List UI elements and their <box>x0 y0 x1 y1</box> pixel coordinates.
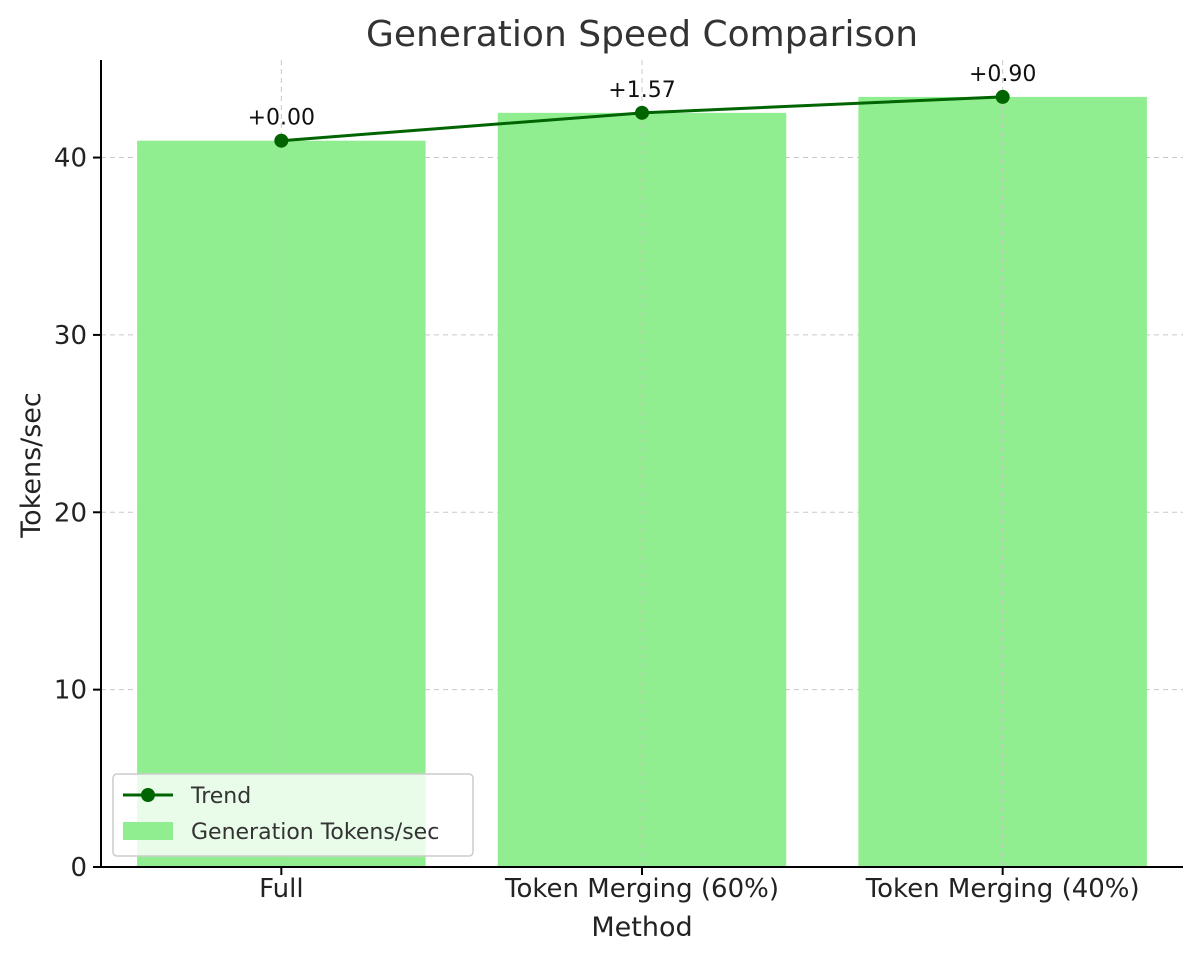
x-tick-label: Token Merging (60%) <box>504 874 779 904</box>
x-tick-label: Full <box>259 874 303 904</box>
chart-title: Generation Speed Comparison <box>366 14 918 55</box>
legend-box <box>112 773 474 857</box>
trend-point <box>995 89 1010 104</box>
y-tick-label: 40 <box>54 144 87 174</box>
axis-layer: 0 10 20 30 40 Full Token Merging (60%) Token Me… <box>54 60 1183 904</box>
legend-trend-marker <box>141 788 155 802</box>
y-tick-label: 0 <box>70 853 87 883</box>
trend-line-layer <box>274 89 1010 148</box>
trend-point <box>274 133 289 148</box>
x-axis-label: Method <box>591 912 692 943</box>
bar <box>497 112 787 867</box>
delta-label: +1.57 <box>608 78 675 103</box>
bar-layer <box>137 96 1147 868</box>
delta-label: +0.00 <box>248 106 315 131</box>
legend: Trend Generation Tokens/sec <box>112 773 474 857</box>
legend-label-trend: Trend <box>190 784 251 809</box>
x-tick-label: Token Merging (40%) <box>865 874 1140 904</box>
data-label-layer: +0.00 +1.57 +0.90 <box>248 62 1037 131</box>
y-tick-label: 20 <box>54 498 87 528</box>
bar <box>858 96 1147 868</box>
y-axis-label: Tokens/sec <box>16 392 47 539</box>
y-tick-label: 30 <box>54 321 87 351</box>
y-tick-label: 10 <box>54 676 87 706</box>
trend-point <box>635 105 649 120</box>
delta-label: +0.90 <box>969 62 1036 87</box>
legend-label-bars: Generation Tokens/sec <box>191 820 439 845</box>
legend-bar-swatch <box>123 822 173 840</box>
